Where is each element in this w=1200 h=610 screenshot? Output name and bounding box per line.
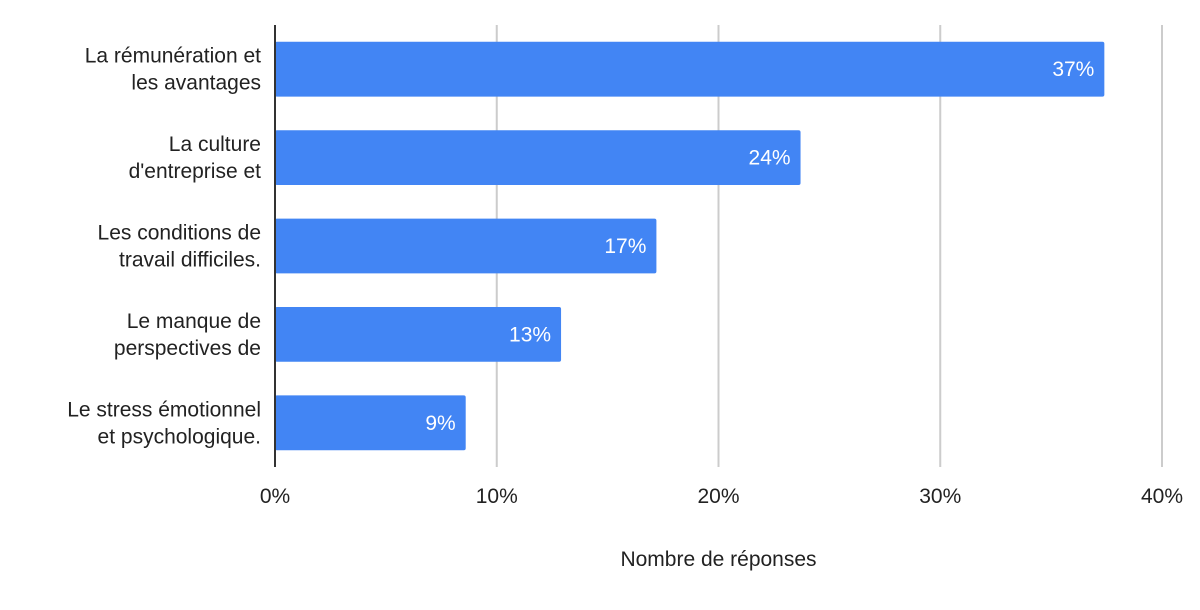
bar-value-label: 37% — [1052, 58, 1094, 81]
category-labels: La rémunération et les avantages La cultur… — [67, 45, 261, 449]
bar — [275, 218, 657, 274]
x-axis-title: Nombre de réponses — [620, 548, 816, 571]
x-tick-label: 40% — [1141, 485, 1183, 508]
bar — [275, 130, 801, 186]
bar-value-label: 13% — [509, 323, 551, 346]
bar-value-label: 24% — [749, 147, 791, 170]
category-label: Le stress émotionnel et psychologique. — [67, 398, 261, 448]
category-label: La rémunération et les avantages — [85, 45, 261, 95]
category-label-line: Le manque de — [127, 310, 261, 333]
bar-value-label: 9% — [425, 412, 455, 435]
category-label-line: d'entreprise et — [129, 160, 262, 183]
category-label: La culture d'entreprise et — [129, 133, 262, 183]
category-label-line: perspectives de — [114, 337, 261, 360]
x-tick-labels: 0% 10% 20% 30% 40% — [260, 485, 1183, 508]
category-label: Le manque de perspectives de — [114, 310, 261, 360]
bar — [275, 41, 1105, 97]
category-label: Les conditions de travail difficiles. — [98, 222, 261, 272]
x-tick-label: 20% — [697, 485, 739, 508]
x-tick-label: 10% — [476, 485, 518, 508]
category-label-line: et psychologique. — [98, 425, 261, 448]
category-label-line: La rémunération et — [85, 45, 261, 68]
category-label-line: travail difficiles. — [119, 249, 261, 272]
category-label-line: Le stress émotionnel — [67, 398, 261, 421]
x-tick-label: 30% — [919, 485, 961, 508]
bar — [275, 395, 466, 451]
x-tick-label: 0% — [260, 485, 290, 508]
category-label-line: Les conditions de — [98, 222, 261, 245]
category-label-line: les avantages — [131, 72, 261, 95]
bar-value-label: 17% — [604, 235, 646, 258]
bars: 37% 24% 17% 13% 9% — [275, 41, 1105, 451]
category-label-line: La culture — [169, 133, 261, 156]
bar — [275, 306, 562, 362]
